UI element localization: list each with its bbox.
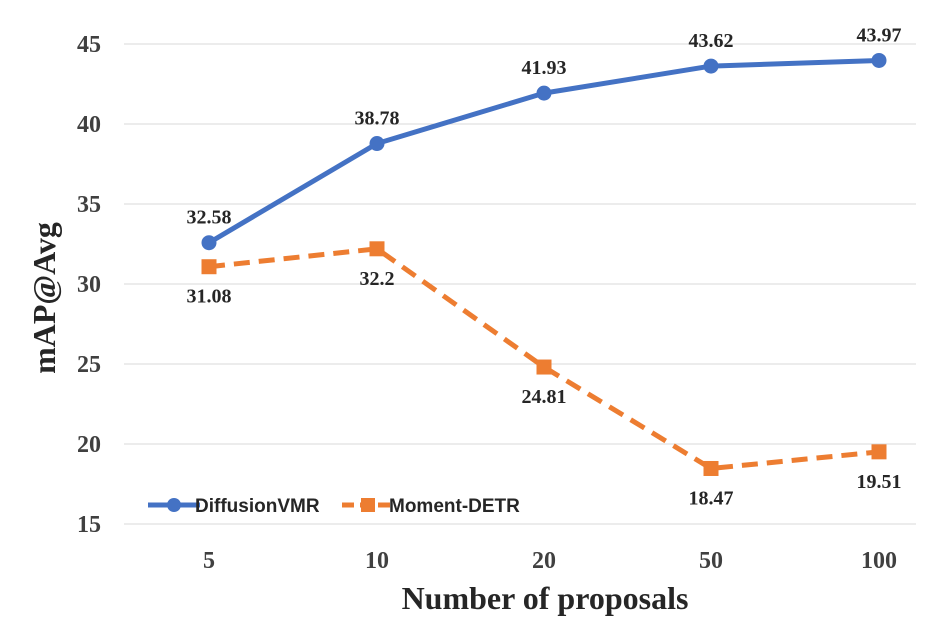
data-label: 41.93 — [522, 57, 567, 79]
y-tick-label: 15 — [77, 512, 101, 538]
data-label: 31.08 — [187, 286, 232, 308]
legend-marker — [361, 498, 375, 512]
data-label: 24.81 — [522, 386, 567, 408]
gridlines — [124, 43, 916, 525]
data-point — [369, 136, 385, 152]
y-tick-label: 35 — [77, 192, 101, 218]
data-point — [536, 359, 552, 375]
data-point — [703, 460, 719, 476]
data-point — [201, 259, 217, 275]
y-tick-label: 40 — [77, 112, 101, 138]
data-point — [871, 444, 887, 460]
legend: DiffusionVMR Moment-DETR — [148, 496, 520, 517]
data-point — [536, 85, 552, 101]
data-label: 19.51 — [857, 471, 902, 493]
data-labels: 32.58 38.78 41.93 43.62 43.97 31.08 32.2 24.81 1… — [187, 24, 902, 509]
data-label: 38.78 — [355, 108, 400, 130]
x-tick-label: 100 — [861, 548, 897, 574]
series-moment-detr — [201, 241, 887, 476]
x-axis-ticks: 5 10 20 50 100 — [203, 548, 897, 574]
data-label: 43.97 — [857, 24, 902, 46]
y-tick-label: 20 — [77, 432, 101, 458]
data-point — [871, 52, 887, 68]
x-axis-title: Number of proposals — [402, 580, 689, 616]
legend-item: Moment-DETR — [342, 496, 520, 517]
legend-marker — [167, 498, 181, 512]
legend-label: DiffusionVMR — [195, 496, 320, 517]
y-tick-label: 30 — [77, 272, 101, 298]
x-tick-label: 10 — [365, 548, 389, 574]
series — [201, 52, 887, 476]
series-diffusionvmr — [201, 52, 887, 251]
series-line — [208, 246, 880, 471]
legend-item: DiffusionVMR — [148, 496, 320, 517]
y-tick-label: 25 — [77, 352, 101, 378]
data-point — [703, 58, 719, 74]
data-point — [201, 235, 217, 251]
x-tick-label: 20 — [532, 548, 556, 574]
y-tick-label: 45 — [77, 32, 101, 58]
data-point — [369, 241, 385, 257]
x-tick-label: 5 — [203, 548, 215, 574]
data-label: 18.47 — [689, 487, 734, 509]
data-label: 43.62 — [689, 30, 734, 52]
data-label: 32.2 — [360, 268, 395, 290]
y-axis-ticks: 15 20 25 30 35 40 45 — [77, 32, 101, 538]
data-label: 32.58 — [187, 207, 232, 229]
x-tick-label: 50 — [699, 548, 723, 574]
y-axis-title: mAP@Avg — [26, 222, 62, 374]
legend-label: Moment-DETR — [389, 496, 520, 517]
